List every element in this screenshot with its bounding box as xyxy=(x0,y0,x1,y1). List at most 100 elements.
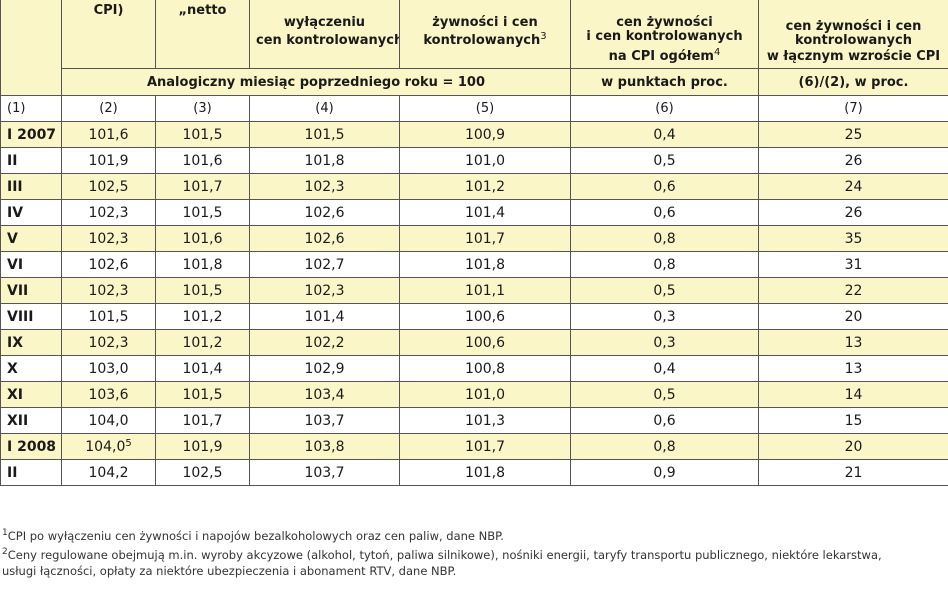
contribution-share-cell: 35 xyxy=(758,225,948,252)
excl-food-controlled-cell: 100,9 xyxy=(399,121,571,148)
footnote-2: 2Ceny regulowane obejmują m.in. wyroby a… xyxy=(2,547,882,578)
column-numbers-row: (1) (2) (3) (4) (5) (6) (7) xyxy=(0,95,948,122)
netto-cell: 101,5 xyxy=(155,199,250,226)
period-cell: VI xyxy=(0,251,62,278)
table-header-row: CPI) „netto wyłączeniu cen kontrolowanyc… xyxy=(0,0,948,96)
excl-food-controlled-cell: 101,3 xyxy=(399,407,571,434)
table-row: III 102,5 101,7 102,3 101,2 0,6 24 xyxy=(0,173,948,200)
period-cell: III xyxy=(0,173,62,200)
column-number: (2) xyxy=(61,95,156,122)
period-cell: XII xyxy=(0,407,62,434)
cpi-cell: 102,3 xyxy=(61,329,156,356)
footnote-marker: 5 xyxy=(125,438,132,449)
table-units-row: Analogiczny miesiąc poprzedniego roku = … xyxy=(1,68,948,96)
header-cpi-excl-controlled: wyłączeniu cen kontrolowanych2 xyxy=(249,0,400,69)
cpi-cell: 104,2 xyxy=(61,459,156,486)
excl-controlled-cell: 101,5 xyxy=(249,121,400,148)
header-cpi-excl-food-controlled: żywności i cen kontrolowanych3 xyxy=(399,0,571,69)
excl-controlled-cell: 103,8 xyxy=(249,433,400,460)
table-row: VIII 101,5 101,2 101,4 100,6 0,3 20 xyxy=(0,303,948,330)
header-cpi: CPI) xyxy=(61,0,156,69)
netto-cell: 101,5 xyxy=(155,121,250,148)
column-number: (7) xyxy=(758,95,948,122)
period-cell: II xyxy=(0,147,62,174)
contribution-points-cell: 0,6 xyxy=(570,173,759,200)
netto-cell: 101,5 xyxy=(155,277,250,304)
excl-food-controlled-cell: 101,7 xyxy=(399,225,571,252)
units-base: Analogiczny miesiąc poprzedniego roku = … xyxy=(61,68,571,96)
column-number: (1) xyxy=(0,95,62,122)
period-cell: IV xyxy=(0,199,62,226)
contribution-share-cell: 21 xyxy=(758,459,948,486)
excl-food-controlled-cell: 101,0 xyxy=(399,147,571,174)
table-row: XI 103,6 101,5 103,4 101,0 0,5 14 xyxy=(0,381,948,408)
netto-cell: 101,9 xyxy=(155,433,250,460)
contribution-points-cell: 0,4 xyxy=(570,121,759,148)
excl-food-controlled-cell: 101,4 xyxy=(399,199,571,226)
contribution-share-cell: 20 xyxy=(758,303,948,330)
contribution-points-cell: 0,5 xyxy=(570,147,759,174)
cpi-cell: 102,3 xyxy=(61,277,156,304)
cpi-cell: 104,05 xyxy=(61,433,156,460)
excl-controlled-cell: 102,9 xyxy=(249,355,400,382)
header-contribution-points: cen żywności i cen kontrolowanych na CPI… xyxy=(570,0,759,69)
footnotes: 1CPI po wyłączeniu cen żywności i napojó… xyxy=(2,525,946,579)
period-cell: II xyxy=(0,459,62,486)
excl-food-controlled-cell: 101,8 xyxy=(399,251,571,278)
contribution-share-cell: 14 xyxy=(758,381,948,408)
column-number: (6) xyxy=(570,95,759,122)
contribution-points-cell: 0,6 xyxy=(570,199,759,226)
table-row: IV 102,3 101,5 102,6 101,4 0,6 26 xyxy=(0,199,948,226)
cpi-cell: 102,6 xyxy=(61,251,156,278)
table-row: VII 102,3 101,5 102,3 101,1 0,5 22 xyxy=(0,277,948,304)
table-row: X 103,0 101,4 102,9 100,8 0,4 13 xyxy=(0,355,948,382)
excl-controlled-cell: 102,3 xyxy=(249,277,400,304)
netto-cell: 101,4 xyxy=(155,355,250,382)
excl-food-controlled-cell: 101,1 xyxy=(399,277,571,304)
period-cell: XI xyxy=(0,381,62,408)
period-cell: I 2008 xyxy=(0,433,62,460)
excl-controlled-cell: 102,3 xyxy=(249,173,400,200)
excl-food-controlled-cell: 101,7 xyxy=(399,433,571,460)
cpi-cell: 104,0 xyxy=(61,407,156,434)
contribution-points-cell: 0,9 xyxy=(570,459,759,486)
cpi-cell: 102,3 xyxy=(61,199,156,226)
contribution-points-cell: 0,8 xyxy=(570,251,759,278)
excl-food-controlled-cell: 101,8 xyxy=(399,459,571,486)
excl-controlled-cell: 102,6 xyxy=(249,199,400,226)
units-ratio: (6)/(2), w proc. xyxy=(758,68,948,96)
netto-cell: 101,2 xyxy=(155,329,250,356)
period-cell: VII xyxy=(0,277,62,304)
contribution-points-cell: 0,6 xyxy=(570,407,759,434)
contribution-share-cell: 26 xyxy=(758,147,948,174)
excl-controlled-cell: 102,6 xyxy=(249,225,400,252)
netto-cell: 101,7 xyxy=(155,407,250,434)
excl-food-controlled-cell: 100,6 xyxy=(399,329,571,356)
excl-controlled-cell: 102,2 xyxy=(249,329,400,356)
column-number: (4) xyxy=(249,95,400,122)
netto-cell: 101,6 xyxy=(155,225,250,252)
contribution-share-cell: 15 xyxy=(758,407,948,434)
cpi-cell: 101,9 xyxy=(61,147,156,174)
netto-cell: 101,8 xyxy=(155,251,250,278)
excl-controlled-cell: 101,4 xyxy=(249,303,400,330)
header-period xyxy=(0,0,62,96)
contribution-points-cell: 0,5 xyxy=(570,277,759,304)
footnote-1: 1CPI po wyłączeniu cen żywności i napojó… xyxy=(2,528,504,543)
cpi-cell: 101,5 xyxy=(61,303,156,330)
contribution-points-cell: 0,3 xyxy=(570,303,759,330)
netto-cell: 101,6 xyxy=(155,147,250,174)
table-row: I 2007 101,6 101,5 101,5 100,9 0,4 25 xyxy=(0,121,948,148)
netto-cell: 101,2 xyxy=(155,303,250,330)
period-cell: IX xyxy=(0,329,62,356)
contribution-share-cell: 31 xyxy=(758,251,948,278)
table-row: V 102,3 101,6 102,6 101,7 0,8 35 xyxy=(0,225,948,252)
table-row: XII 104,0 101,7 103,7 101,3 0,6 15 xyxy=(0,407,948,434)
header-netto: „netto xyxy=(155,0,250,69)
cpi-cell: 102,5 xyxy=(61,173,156,200)
excl-controlled-cell: 103,4 xyxy=(249,381,400,408)
excl-food-controlled-cell: 101,0 xyxy=(399,381,571,408)
netto-cell: 102,5 xyxy=(155,459,250,486)
cpi-cell: 101,6 xyxy=(61,121,156,148)
table-row: VI 102,6 101,8 102,7 101,8 0,8 31 xyxy=(0,251,948,278)
